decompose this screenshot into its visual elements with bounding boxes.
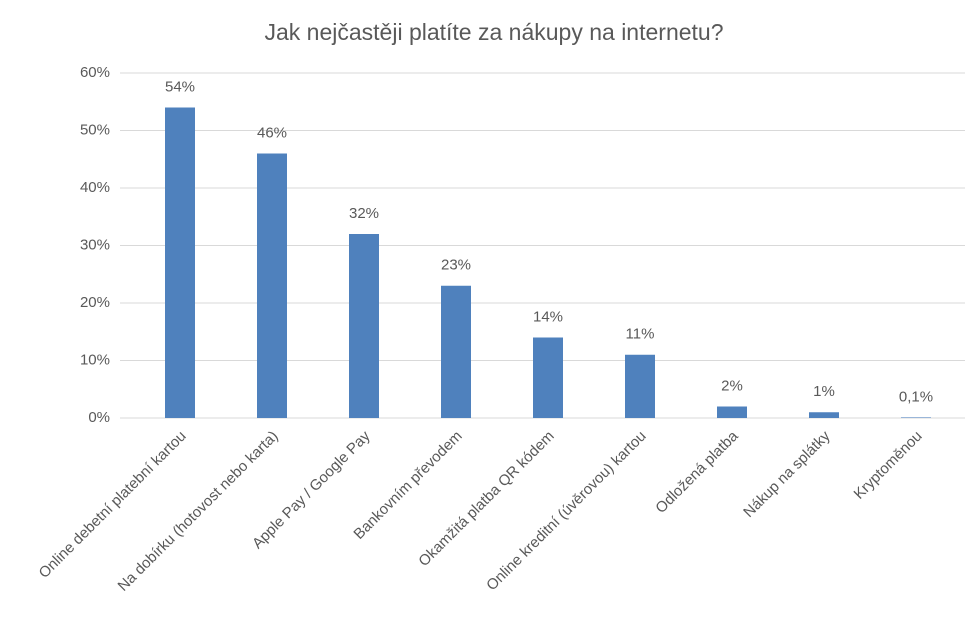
value-label: 23%	[441, 257, 471, 274]
bar	[165, 107, 195, 418]
y-tick-label: 20%	[80, 294, 110, 311]
chart-title: Jak nejčastěji platíte za nákupy na inte…	[264, 19, 723, 45]
x-tick-label: Na dobírku (hotovost nebo karta)	[115, 428, 282, 595]
y-tick-label: 40%	[80, 179, 110, 196]
y-tick-label: 0%	[88, 409, 110, 426]
y-tick-label: 30%	[80, 236, 110, 253]
bar	[625, 354, 655, 418]
bar	[717, 406, 747, 418]
value-label: 14%	[533, 308, 563, 325]
value-label: 54%	[165, 78, 195, 95]
bar	[349, 234, 379, 418]
value-label: 46%	[257, 124, 287, 141]
x-tick-label: Nákup na splátky	[740, 427, 834, 521]
x-tick-label: Kryptoměnou	[851, 428, 926, 503]
bar	[441, 285, 471, 418]
x-tick-label: Odložená platba	[652, 427, 742, 517]
value-label: 11%	[626, 326, 655, 343]
value-label: 2%	[721, 377, 743, 394]
value-label: 0,1%	[899, 388, 933, 405]
y-tick-label: 60%	[80, 64, 110, 81]
value-label: 1%	[813, 383, 835, 400]
x-tick-label: Online debetní platební kartou	[35, 428, 189, 582]
bar	[809, 412, 839, 418]
bar	[257, 153, 287, 418]
y-tick-label: 50%	[80, 121, 110, 138]
x-tick-label: Online kreditní (úvěrovou) kartou	[483, 428, 649, 594]
bar	[901, 417, 931, 418]
y-tick-label: 10%	[80, 351, 110, 368]
bar	[533, 337, 563, 418]
value-label: 32%	[349, 205, 379, 222]
